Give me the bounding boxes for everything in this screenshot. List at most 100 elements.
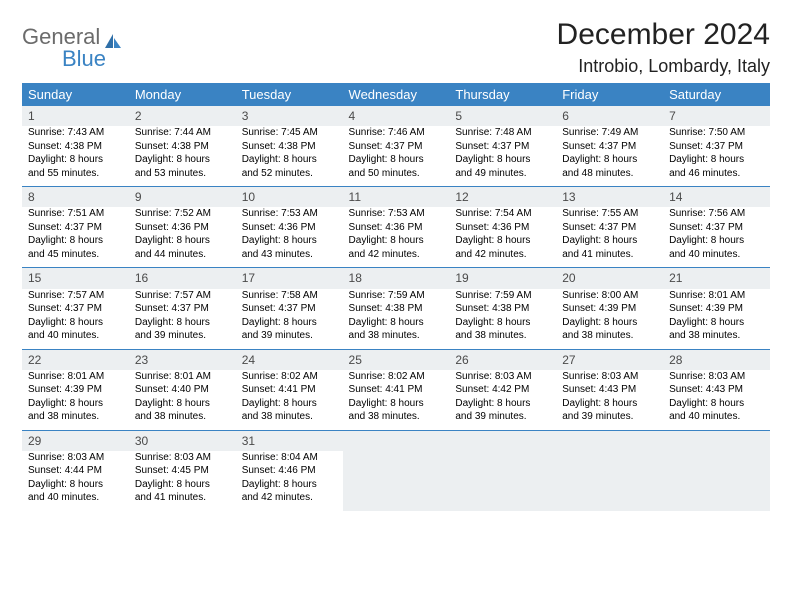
daylight-text: Daylight: 8 hours [135,316,230,330]
day-content-cell: Sunrise: 8:01 AMSunset: 4:40 PMDaylight:… [129,370,236,431]
sunrise-text: Sunrise: 8:01 AM [135,370,230,384]
daylight-text: Daylight: 8 hours [242,153,337,167]
sunset-text: Sunset: 4:37 PM [669,221,764,235]
day-number: 30 [135,431,230,451]
daylight-text: Daylight: 8 hours [562,153,657,167]
sunset-text: Sunset: 4:44 PM [28,464,123,478]
daylight-text: and 40 minutes. [669,248,764,262]
logo: GeneralBlue [22,18,124,72]
week-daynum-row: 15161718192021 [22,268,770,289]
day-content-cell: Sunrise: 8:03 AMSunset: 4:42 PMDaylight:… [449,370,556,431]
day-content-cell: Sunrise: 7:52 AMSunset: 4:36 PMDaylight:… [129,207,236,268]
daylight-text: and 38 minutes. [242,410,337,424]
day-number: 17 [242,268,337,288]
sunset-text: Sunset: 4:37 PM [562,221,657,235]
daylight-text: Daylight: 8 hours [562,397,657,411]
week-daynum-row: 22232425262728 [22,349,770,370]
day-content-cell: Sunrise: 8:01 AMSunset: 4:39 PMDaylight:… [663,289,770,350]
day-content-cell: Sunrise: 8:03 AMSunset: 4:45 PMDaylight:… [129,451,236,511]
daylight-text: Daylight: 8 hours [242,234,337,248]
day-number-cell: 31 [236,430,343,451]
day-number-cell: 24 [236,349,343,370]
sunrise-text: Sunrise: 7:43 AM [28,126,123,140]
daylight-text: and 55 minutes. [28,167,123,181]
day-number: 20 [562,268,657,288]
day-content-cell [556,451,663,511]
day-number-cell [663,430,770,451]
day-content-cell: Sunrise: 7:57 AMSunset: 4:37 PMDaylight:… [129,289,236,350]
sunset-text: Sunset: 4:39 PM [562,302,657,316]
day-number-cell: 17 [236,268,343,289]
day-number-cell: 6 [556,106,663,126]
week-daynum-row: 1234567 [22,106,770,126]
sunset-text: Sunset: 4:37 PM [28,302,123,316]
day-content-cell: Sunrise: 7:59 AMSunset: 4:38 PMDaylight:… [449,289,556,350]
daylight-text: Daylight: 8 hours [669,234,764,248]
sunset-text: Sunset: 4:37 PM [455,140,550,154]
weekday-header: Tuesday [236,83,343,106]
daylight-text: and 38 minutes. [135,410,230,424]
sunrise-text: Sunrise: 8:01 AM [669,289,764,303]
day-number: 1 [28,106,123,126]
day-content-cell: Sunrise: 7:43 AMSunset: 4:38 PMDaylight:… [22,126,129,187]
day-content-cell: Sunrise: 8:02 AMSunset: 4:41 PMDaylight:… [343,370,450,431]
weekday-header: Friday [556,83,663,106]
sunset-text: Sunset: 4:43 PM [562,383,657,397]
week-content-row: Sunrise: 8:01 AMSunset: 4:39 PMDaylight:… [22,370,770,431]
daylight-text: Daylight: 8 hours [135,478,230,492]
day-number: 22 [28,350,123,370]
title-block: December 2024 Introbio, Lombardy, Italy [557,18,770,77]
sunrise-text: Sunrise: 7:58 AM [242,289,337,303]
sunset-text: Sunset: 4:39 PM [669,302,764,316]
sunset-text: Sunset: 4:36 PM [349,221,444,235]
sunset-text: Sunset: 4:38 PM [242,140,337,154]
day-number: 23 [135,350,230,370]
weekday-header: Monday [129,83,236,106]
day-number: 14 [669,187,764,207]
day-content-cell: Sunrise: 8:03 AMSunset: 4:43 PMDaylight:… [556,370,663,431]
daylight-text: Daylight: 8 hours [28,478,123,492]
sunrise-text: Sunrise: 7:52 AM [135,207,230,221]
daylight-text: Daylight: 8 hours [669,153,764,167]
sunset-text: Sunset: 4:38 PM [349,302,444,316]
day-number: 6 [562,106,657,126]
daylight-text: Daylight: 8 hours [28,153,123,167]
day-number-cell: 18 [343,268,450,289]
sunset-text: Sunset: 4:37 PM [242,302,337,316]
day-number-cell [343,430,450,451]
sunrise-text: Sunrise: 7:45 AM [242,126,337,140]
calendar-table: Sunday Monday Tuesday Wednesday Thursday… [22,83,770,511]
day-number: 2 [135,106,230,126]
day-number-cell: 19 [449,268,556,289]
daylight-text: and 39 minutes. [562,410,657,424]
day-number-cell: 23 [129,349,236,370]
daylight-text: and 40 minutes. [669,410,764,424]
daylight-text: and 41 minutes. [135,491,230,505]
weekday-header: Wednesday [343,83,450,106]
daylight-text: and 40 minutes. [28,491,123,505]
day-content-cell: Sunrise: 7:44 AMSunset: 4:38 PMDaylight:… [129,126,236,187]
day-number: 5 [455,106,550,126]
sunset-text: Sunset: 4:39 PM [28,383,123,397]
day-content-cell: Sunrise: 8:02 AMSunset: 4:41 PMDaylight:… [236,370,343,431]
day-number: 7 [669,106,764,126]
day-number-cell: 15 [22,268,129,289]
month-title: December 2024 [557,18,770,52]
sunset-text: Sunset: 4:36 PM [455,221,550,235]
day-number-cell: 10 [236,187,343,208]
sunrise-text: Sunrise: 7:46 AM [349,126,444,140]
day-number-cell: 1 [22,106,129,126]
daylight-text: Daylight: 8 hours [135,153,230,167]
sunrise-text: Sunrise: 7:59 AM [349,289,444,303]
sunrise-text: Sunrise: 8:03 AM [135,451,230,465]
day-content-cell: Sunrise: 7:56 AMSunset: 4:37 PMDaylight:… [663,207,770,268]
day-content-cell: Sunrise: 7:46 AMSunset: 4:37 PMDaylight:… [343,126,450,187]
daylight-text: and 49 minutes. [455,167,550,181]
day-content-cell: Sunrise: 7:59 AMSunset: 4:38 PMDaylight:… [343,289,450,350]
day-content-cell [663,451,770,511]
sunset-text: Sunset: 4:40 PM [135,383,230,397]
weekday-header: Saturday [663,83,770,106]
sunrise-text: Sunrise: 8:01 AM [28,370,123,384]
daylight-text: Daylight: 8 hours [349,316,444,330]
sunrise-text: Sunrise: 7:53 AM [242,207,337,221]
